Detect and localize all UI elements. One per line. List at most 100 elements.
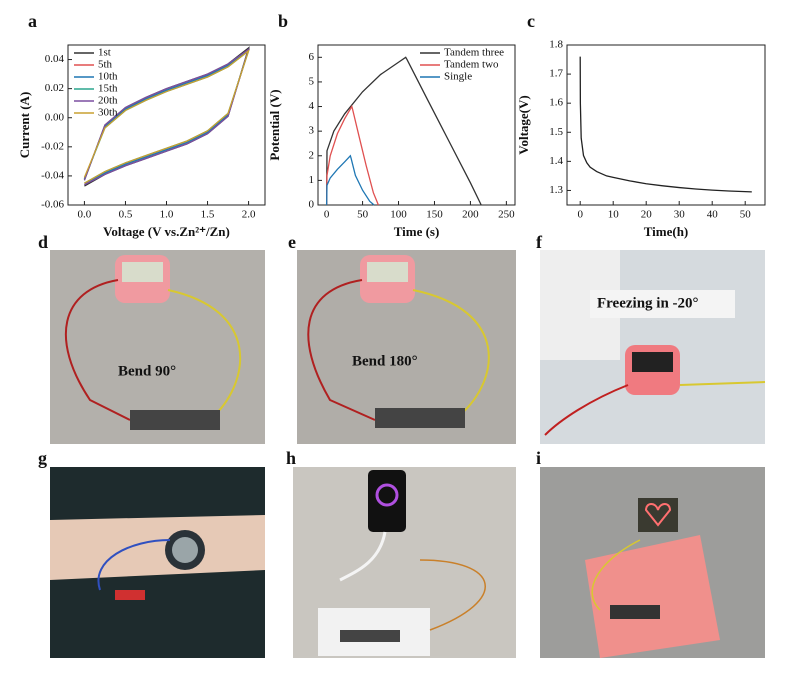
- x-tick-label: 0: [324, 209, 330, 221]
- y-tick-label: 0.04: [45, 53, 65, 65]
- y-tick-label: 1.3: [549, 184, 563, 196]
- x-axis-label: Time(h): [644, 224, 689, 239]
- x-tick-label: 2.0: [242, 209, 256, 221]
- y-axis-label: Current (A): [17, 92, 32, 159]
- plot-frame: [317, 44, 516, 206]
- series-line: [325, 104, 379, 206]
- wire: [544, 384, 629, 436]
- y-tick-label: 1.4: [549, 155, 563, 167]
- x-tick-label: 30: [674, 209, 686, 221]
- legend-label: Tandem three: [444, 47, 504, 59]
- wire: [167, 289, 242, 416]
- panel-label: i: [536, 448, 541, 468]
- wire: [97, 539, 171, 591]
- clip: [115, 590, 145, 600]
- x-axis-label: Voltage (V vs.Zn²⁺/Zn): [103, 224, 230, 239]
- caption-box: [590, 290, 735, 318]
- x-axis-label: Time (s): [394, 224, 440, 239]
- series-line: [579, 56, 752, 193]
- x-tick-label: 0: [577, 209, 583, 221]
- cable: [339, 531, 387, 582]
- legend-label: 5th: [98, 59, 113, 71]
- y-tick-label: 0: [309, 199, 315, 211]
- y-tick-label: 2: [309, 149, 315, 161]
- panel-label: g: [38, 448, 47, 468]
- panel-label: f: [536, 232, 543, 252]
- y-tick-label: 6: [309, 51, 315, 63]
- legend-label: 15th: [98, 83, 118, 95]
- x-tick-label: 20: [641, 209, 653, 221]
- caption: Bend 180°: [352, 353, 418, 369]
- phone: [368, 470, 406, 532]
- panel-label: h: [286, 448, 296, 468]
- panel-label: a: [28, 11, 37, 31]
- series-line: [325, 154, 375, 206]
- phone-ring: [375, 483, 399, 507]
- photo-e: [297, 250, 516, 444]
- x-tick-label: 100: [390, 209, 407, 221]
- legend-label: 10th: [98, 71, 118, 83]
- y-tick-label: 1.5: [549, 126, 563, 138]
- panel-label: c: [527, 11, 535, 31]
- legend-label: 1st: [98, 47, 111, 59]
- legend-label: Tandem two: [444, 59, 499, 71]
- legend-label: 20th: [98, 95, 118, 107]
- x-tick-label: 0.5: [119, 209, 133, 221]
- wire: [679, 381, 766, 386]
- y-tick-label: 1: [309, 174, 315, 186]
- x-tick-label: 1.0: [160, 209, 174, 221]
- x-tick-label: 50: [357, 209, 369, 221]
- y-tick-label: 5: [309, 75, 315, 87]
- watch-face: [172, 537, 198, 563]
- clips: [340, 630, 400, 642]
- series-line: [325, 56, 482, 206]
- x-tick-label: 200: [462, 209, 479, 221]
- y-tick-label: 0.00: [45, 111, 65, 123]
- y-axis-label: Potential (V): [267, 89, 282, 160]
- x-tick-label: 10: [608, 209, 620, 221]
- wire: [307, 279, 376, 421]
- y-tick-label: -0.04: [41, 169, 64, 181]
- clips: [130, 410, 220, 430]
- timer-screen: [632, 352, 673, 372]
- legend-label: Single: [444, 71, 472, 83]
- x-tick-label: 0.0: [78, 209, 92, 221]
- photo-g: [50, 467, 265, 658]
- panel-label: d: [38, 232, 48, 252]
- y-tick-label: 1.6: [549, 97, 563, 109]
- wire: [591, 539, 641, 611]
- y-tick-label: -0.06: [41, 199, 64, 211]
- x-tick-label: 50: [740, 209, 752, 221]
- wire: [412, 289, 490, 416]
- y-tick-label: 3: [309, 125, 315, 137]
- plot-frame: [566, 44, 766, 206]
- series-line: [83, 47, 250, 186]
- clips: [610, 605, 660, 619]
- y-tick-label: 1.7: [549, 68, 563, 80]
- photo-d: [50, 250, 265, 444]
- y-tick-label: 0.02: [45, 82, 64, 94]
- led-board: [638, 498, 678, 532]
- x-tick-label: 250: [498, 209, 515, 221]
- caption: Bend 90°: [118, 363, 176, 379]
- clips: [375, 408, 465, 428]
- y-tick-label: -0.02: [41, 140, 64, 152]
- wire: [419, 559, 486, 631]
- photo-h: [293, 467, 516, 658]
- wire: [64, 279, 131, 421]
- caption: Freezing in -20°: [597, 295, 699, 311]
- series-line: [83, 48, 250, 184]
- photo-i: [540, 467, 765, 658]
- x-tick-label: 1.5: [201, 209, 215, 221]
- legend-label: 30th: [98, 107, 118, 119]
- arm: [50, 515, 265, 580]
- timer-screen: [122, 262, 163, 282]
- sponge: [585, 535, 720, 658]
- led-heart: [644, 503, 672, 527]
- photo-f: [540, 250, 766, 444]
- y-tick-label: 1.8: [549, 39, 563, 51]
- panel-label: e: [288, 232, 296, 252]
- x-tick-label: 40: [707, 209, 719, 221]
- x-tick-label: 150: [426, 209, 443, 221]
